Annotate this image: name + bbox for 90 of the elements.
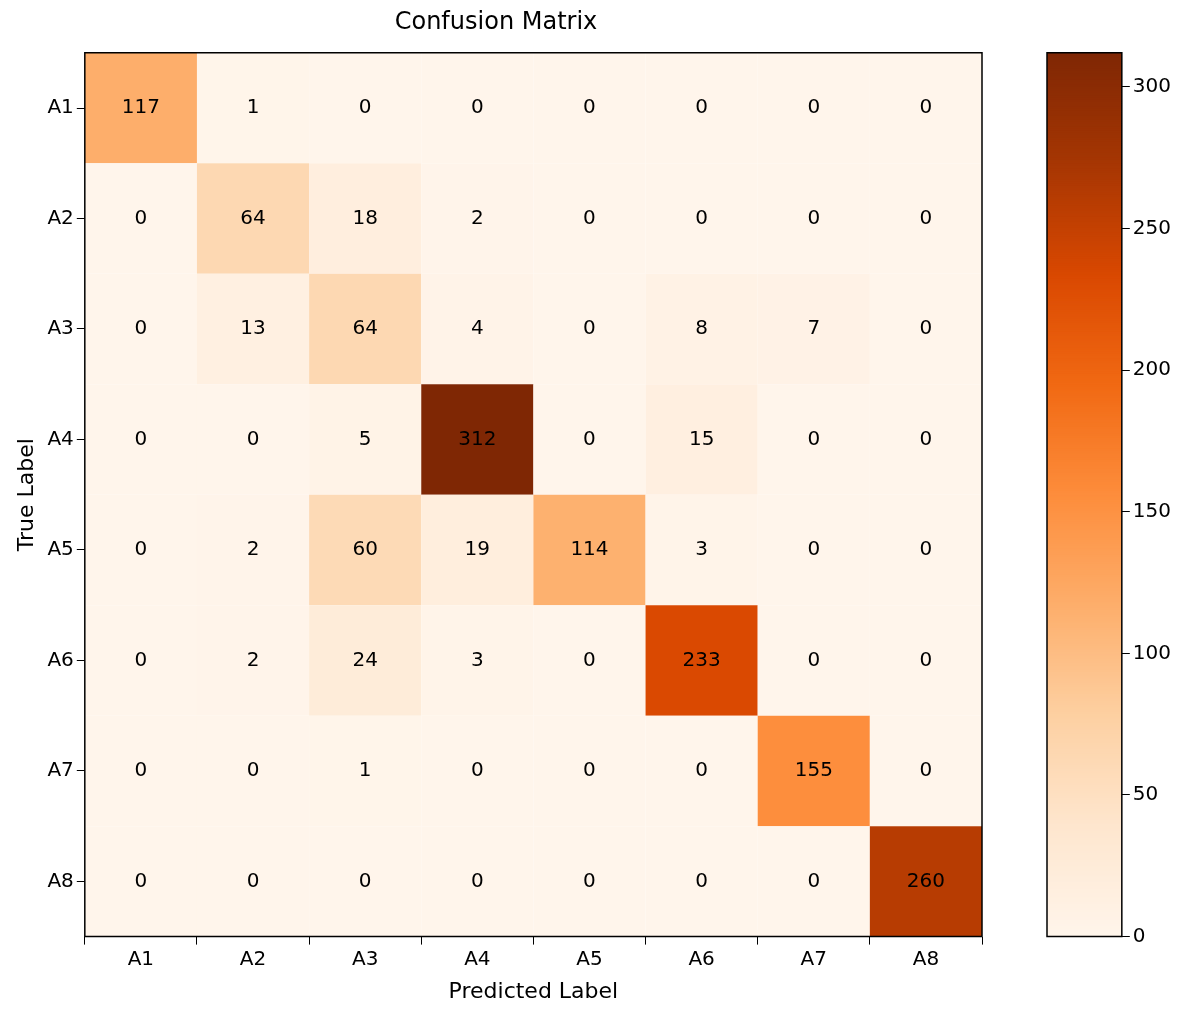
y-tick-label: A4 — [47, 425, 74, 450]
data-label: 0 — [470, 94, 484, 119]
data-label: 117 — [121, 94, 160, 119]
data-label: 15 — [688, 425, 715, 450]
data-label: 0 — [695, 867, 708, 892]
x-tick-label: A5 — [576, 945, 603, 970]
y-tick-label: A8 — [47, 867, 74, 892]
data-label: 0 — [807, 536, 821, 561]
x-tick-label: A7 — [800, 945, 827, 970]
data-label: 0 — [583, 315, 596, 340]
data-label: 0 — [134, 867, 148, 892]
data-label: 0 — [134, 757, 148, 782]
data-label: 3 — [470, 646, 484, 671]
data-label: 4 — [470, 315, 484, 340]
y-axis-title: True Label — [12, 438, 38, 553]
data-label: 1 — [246, 94, 260, 119]
data-label: 0 — [470, 867, 484, 892]
color-bar-label: 50 — [1132, 781, 1159, 806]
y-tick-label: A5 — [47, 536, 74, 561]
x-axis-title: Predicted Label — [448, 977, 619, 1003]
data-label: 0 — [583, 94, 596, 119]
data-label: 0 — [919, 94, 933, 119]
data-label: 60 — [352, 536, 378, 561]
chart-title: Confusion Matrix — [394, 6, 598, 35]
x-tick-label: A2 — [239, 945, 267, 970]
data-label: 0 — [470, 757, 484, 782]
data-label: 3 — [695, 536, 708, 561]
data-label: 24 — [352, 646, 378, 671]
color-bar-label: 150 — [1132, 497, 1172, 522]
y-tick-label: A2 — [47, 204, 74, 229]
data-label: 312 — [458, 425, 497, 450]
data-label: 0 — [583, 204, 596, 229]
data-label: 0 — [358, 94, 372, 119]
data-label: 1 — [358, 757, 372, 782]
data-label: 0 — [919, 315, 933, 340]
data-label: 5 — [358, 425, 372, 450]
data-label: 0 — [246, 425, 260, 450]
data-label: 18 — [352, 204, 378, 229]
data-label: 0 — [807, 204, 821, 229]
y-tick-label: A1 — [47, 94, 74, 119]
color-bar-label: 0 — [1132, 922, 1146, 947]
data-label: 114 — [570, 536, 609, 561]
data-label: 64 — [352, 315, 378, 340]
data-label: 0 — [583, 757, 596, 782]
color-bar-label: 300 — [1132, 73, 1172, 97]
data-label: 260 — [906, 867, 946, 892]
data-label: 19 — [464, 536, 491, 561]
x-tick-label: A4 — [464, 945, 491, 970]
data-label: 2 — [246, 646, 260, 671]
color-bar-label: 200 — [1132, 356, 1172, 381]
x-tick-label: A6 — [688, 945, 715, 970]
y-tick-label: A7 — [47, 757, 74, 782]
color-bar-label: 100 — [1132, 639, 1172, 664]
data-label: 0 — [919, 204, 933, 229]
data-label: 0 — [807, 425, 821, 450]
data-label: 0 — [695, 94, 708, 119]
data-label: 13 — [240, 315, 266, 340]
data-label: 0 — [246, 867, 260, 892]
data-label: 0 — [583, 646, 596, 671]
data-label: 0 — [134, 204, 148, 229]
data-label: 233 — [682, 646, 721, 671]
data-label: 0 — [583, 867, 596, 892]
data-label: 2 — [246, 536, 260, 561]
data-label: 0 — [919, 757, 933, 782]
data-label: 0 — [807, 94, 821, 119]
data-label: 0 — [919, 536, 933, 561]
data-label: 0 — [358, 867, 372, 892]
data-label: 7 — [807, 315, 821, 340]
data-label: 0 — [134, 646, 148, 671]
data-label: 155 — [794, 757, 833, 782]
data-label: 0 — [246, 757, 260, 782]
data-label: 0 — [134, 536, 148, 561]
data-label: 0 — [695, 204, 708, 229]
data-label: 0 — [919, 425, 933, 450]
data-label: 0 — [583, 425, 596, 450]
data-label: 0 — [134, 315, 148, 340]
x-tick-label: A1 — [127, 945, 155, 970]
y-tick-label: A6 — [47, 646, 74, 671]
data-label: 0 — [695, 757, 708, 782]
x-tick-label: A8 — [912, 945, 940, 970]
data-label: 2 — [470, 204, 484, 229]
data-label: 0 — [134, 425, 148, 450]
data-label: 0 — [807, 867, 821, 892]
color-bar-label: 250 — [1132, 214, 1172, 239]
data-label: 0 — [807, 646, 821, 671]
data-label: 64 — [240, 204, 266, 229]
y-tick-label: A3 — [47, 315, 74, 340]
x-tick-label: A3 — [351, 945, 379, 970]
data-label: 8 — [695, 315, 708, 340]
data-label: 0 — [919, 646, 933, 671]
